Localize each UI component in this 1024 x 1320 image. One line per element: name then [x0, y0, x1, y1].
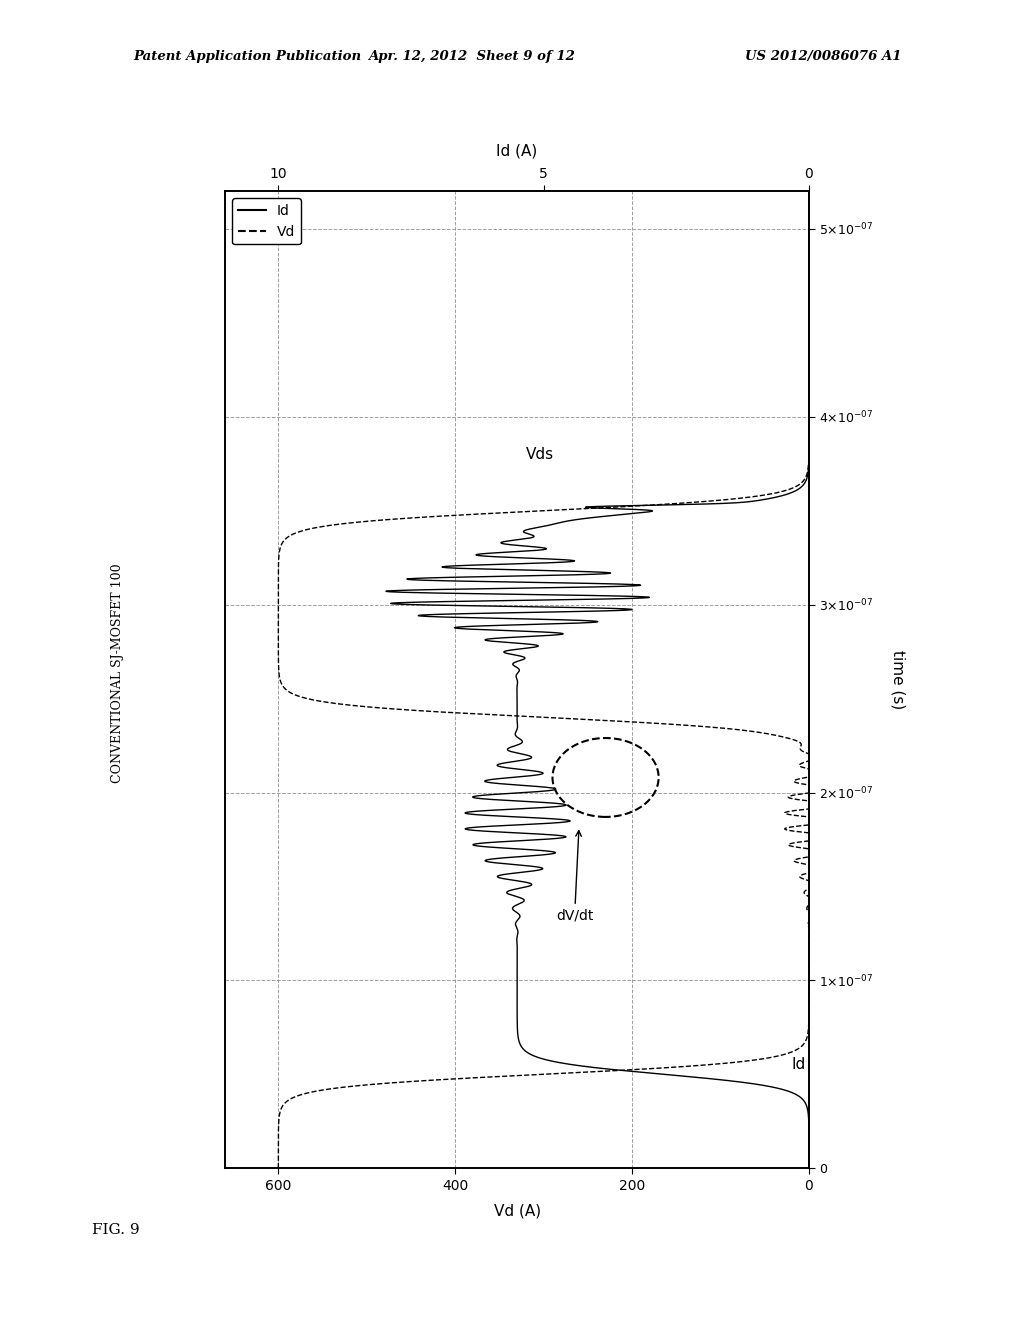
Id [803, 1160, 815, 1176]
Id [803, 384, 815, 400]
Text: Patent Application Publication: Patent Application Publication [133, 50, 361, 63]
Legend: Id, Vd: Id, Vd [232, 198, 301, 244]
Y-axis label: time (s): time (s) [890, 651, 905, 709]
X-axis label: Id (A): Id (A) [497, 144, 538, 158]
Id [803, 436, 815, 451]
Vd [803, 384, 815, 400]
Text: Id: Id [792, 1057, 806, 1072]
Text: CONVENTIONAL SJ-MOSFET 100: CONVENTIONAL SJ-MOSFET 100 [112, 564, 124, 783]
Text: FIG. 9: FIG. 9 [92, 1224, 140, 1237]
Id [399, 582, 412, 598]
Line: Id: Id [386, 191, 809, 1168]
Vd [783, 807, 796, 822]
Text: Apr. 12, 2012  Sheet 9 of 12: Apr. 12, 2012 Sheet 9 of 12 [368, 50, 574, 63]
Id [803, 1111, 815, 1127]
Id [803, 183, 815, 199]
Vd [272, 1111, 285, 1127]
Text: US 2012/0086076 A1: US 2012/0086076 A1 [744, 50, 901, 63]
Vd [274, 540, 287, 556]
Text: dV/dt: dV/dt [556, 830, 593, 923]
X-axis label: Vd (A): Vd (A) [494, 1204, 541, 1218]
Vd [803, 436, 815, 451]
Text: Vds: Vds [526, 447, 554, 462]
Id [469, 807, 481, 822]
Vd [803, 183, 815, 199]
Vd [272, 1160, 285, 1176]
Id [536, 540, 548, 556]
Line: Vd: Vd [279, 191, 834, 1168]
Vd [272, 582, 285, 598]
